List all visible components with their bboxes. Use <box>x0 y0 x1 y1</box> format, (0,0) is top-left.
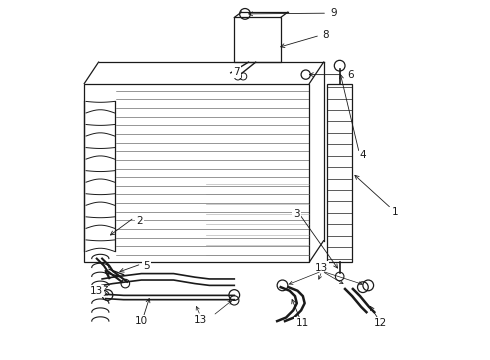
Text: 3: 3 <box>294 209 300 219</box>
Text: 11: 11 <box>295 318 309 328</box>
Text: 13: 13 <box>315 262 328 273</box>
Text: 10: 10 <box>135 316 148 326</box>
Text: 13: 13 <box>194 315 207 325</box>
Text: 8: 8 <box>322 30 329 40</box>
Bar <box>327 84 352 262</box>
Bar <box>234 18 281 62</box>
Bar <box>84 84 309 262</box>
Text: 12: 12 <box>373 318 387 328</box>
Text: 9: 9 <box>330 8 337 18</box>
Text: 13: 13 <box>90 286 103 296</box>
Text: 5: 5 <box>144 261 150 271</box>
Text: 2: 2 <box>136 216 143 226</box>
Text: 4: 4 <box>360 150 366 160</box>
Text: 7: 7 <box>233 67 240 77</box>
Text: 1: 1 <box>392 207 398 217</box>
Text: 6: 6 <box>347 70 354 80</box>
